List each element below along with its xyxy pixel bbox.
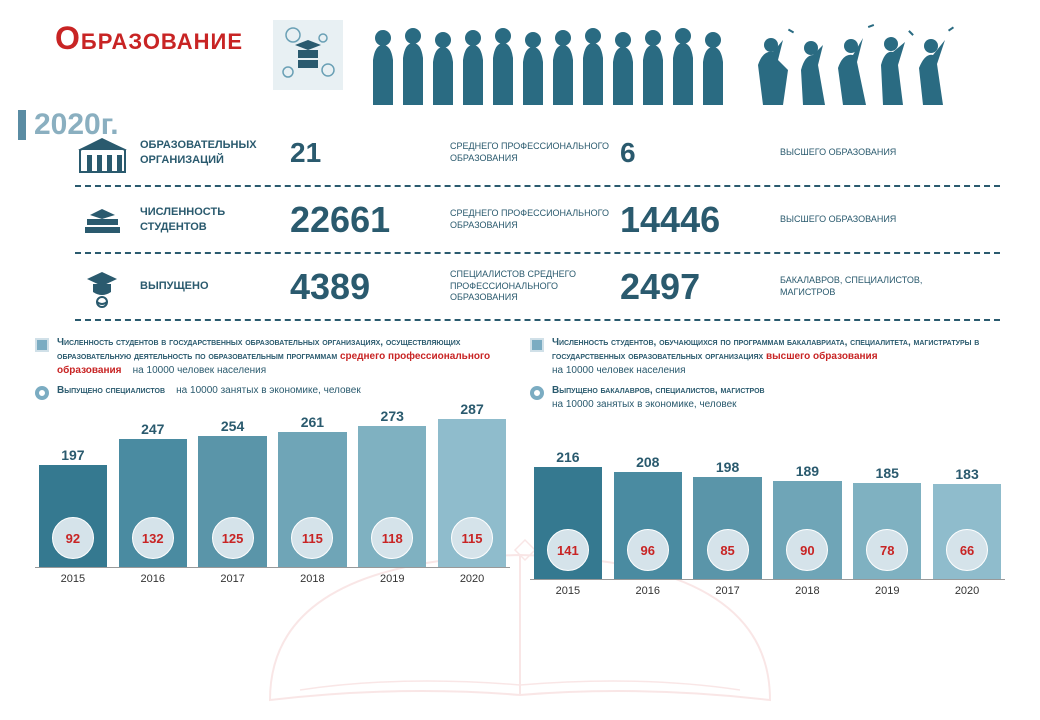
chart-right: Численность студентов, обучающихся по пр…: [530, 336, 1005, 605]
bar-value-label: 273: [358, 408, 426, 424]
bar-column: 208 96: [610, 420, 686, 579]
circle-value-badge: 132: [132, 517, 174, 559]
legend-square-icon: [530, 338, 544, 352]
stat-value-right: 2497: [620, 266, 770, 308]
bar-value-label: 261: [278, 414, 346, 430]
legend-text: Выпущено бакалавров, специалистов, магис…: [552, 384, 765, 412]
bar-value-label: 208: [614, 454, 682, 470]
stat-desc-left: СРЕДНЕГО ПРОФЕССИОНАЛЬНОГО ОБРАЗОВАНИЯ: [440, 208, 620, 231]
bar-column: 261 115: [274, 408, 350, 567]
axis-year-label: 2019: [354, 572, 430, 585]
legend-bar: Численность студентов в государственных …: [35, 336, 510, 378]
bar-value-label: 189: [773, 463, 841, 479]
axis-year-label: 2016: [610, 584, 686, 597]
axis-year-label: 2019: [849, 584, 925, 597]
circle-value-badge: 66: [946, 529, 988, 571]
circle-value-badge: 92: [52, 517, 94, 559]
legend-square-icon: [35, 338, 49, 352]
bar-column: 254 125: [195, 408, 271, 567]
bar-value-label: 287: [438, 401, 506, 417]
bar-value-label: 254: [198, 418, 266, 434]
legend-bar: Численность студентов, обучающихся по пр…: [530, 336, 1005, 378]
axis-year-label: 2017: [195, 572, 271, 585]
bar-column: 185 78: [849, 420, 925, 579]
axis-year-label: 2020: [434, 572, 510, 585]
bar-chart-left: 197 92 247 132 254 125 261 115 273 118 287115 2015 2…: [35, 408, 510, 593]
year-label: 2020г.: [18, 110, 119, 140]
circle-value-badge: 125: [212, 517, 254, 559]
charts-section: Численность студентов в государственных …: [0, 321, 1040, 605]
people-silhouette-icon: [363, 10, 963, 110]
books-icon: [75, 197, 130, 242]
circle-value-badge: 78: [866, 529, 908, 571]
bar-column: 197 92: [35, 408, 111, 567]
bar-column: 183 66: [929, 420, 1005, 579]
stat-value-left: 4389: [290, 266, 440, 308]
legend-circle-icon: [530, 386, 544, 400]
chart-left: Численность студентов в государственных …: [35, 336, 510, 605]
bar-value-label: 247: [119, 421, 187, 437]
stat-label: ВЫПУЩЕНО: [140, 279, 290, 293]
stat-row-orgs: ОБРАЗОВАТЕЛЬНЫХ ОРГАНИЗАЦИЙ 21 СРЕДНЕГО …: [75, 120, 1000, 187]
bar-column: 216 141: [530, 420, 606, 579]
stat-label: ЧИСЛЕННОСТЬ СТУДЕНТОВ: [140, 205, 290, 234]
circle-value-badge: 115: [291, 517, 333, 559]
legend-text: Численность студентов, обучающихся по пр…: [552, 336, 1005, 378]
stat-desc-right: БАКАЛАВРОВ, СПЕЦИАЛИСТОВ, МАГИСТРОВ: [770, 275, 950, 298]
legend-text: Численность студентов в государственных …: [57, 336, 510, 378]
bar-value-label: 198: [693, 459, 761, 475]
axis-year-label: 2020: [929, 584, 1005, 597]
education-icon: [273, 20, 343, 90]
bar-chart-right: 216 141 208 96 198 85 189 90 185 78 183 66 2015 2016 2…: [530, 420, 1005, 605]
legend-circle-icon: [35, 386, 49, 400]
page-title: Образование: [55, 20, 243, 57]
circle-value-badge: 85: [707, 529, 749, 571]
stat-desc-right: ВЫСШЕГО ОБРАЗОВАНИЯ: [770, 147, 950, 159]
stat-value-left: 22661: [290, 199, 440, 241]
stat-label: ОБРАЗОВАТЕЛЬНЫХ ОРГАНИЗАЦИЙ: [140, 138, 290, 167]
bar-column: 247 132: [115, 408, 191, 567]
stat-value-right: 14446: [620, 199, 770, 241]
axis-year-label: 2015: [35, 572, 111, 585]
bar-column: 198 85: [690, 420, 766, 579]
circle-value-badge: 96: [627, 529, 669, 571]
circle-value-badge: 115: [451, 517, 493, 559]
stat-desc-left: СПЕЦИАЛИСТОВ СРЕДНЕГО ПРОФЕССИОНАЛЬНОГО …: [440, 269, 620, 304]
axis-year-label: 2018: [274, 572, 350, 585]
circle-value-badge: 90: [786, 529, 828, 571]
bar-value-label: 185: [853, 465, 921, 481]
stat-desc-left: СРЕДНЕГО ПРОФЕССИОНАЛЬНОГО ОБРАЗОВАНИЯ: [440, 141, 620, 164]
bar-value-label: 183: [933, 466, 1001, 482]
header-graphic: [273, 20, 1040, 110]
graduate-icon: [75, 264, 130, 309]
bar-value-label: 216: [534, 449, 602, 465]
axis-year-label: 2016: [115, 572, 191, 585]
legend-circle: Выпущено специалистов на 10000 занятых в…: [35, 384, 510, 400]
axis-year-label: 2017: [690, 584, 766, 597]
bar-column: 189 90: [769, 420, 845, 579]
header: Образование: [0, 0, 1040, 110]
stat-value-left: 21: [290, 137, 440, 169]
stats-section: ОБРАЗОВАТЕЛЬНЫХ ОРГАНИЗАЦИЙ 21 СРЕДНЕГО …: [75, 120, 1000, 321]
stat-row-students: ЧИСЛЕННОСТЬ СТУДЕНТОВ 22661 СРЕДНЕГО ПРО…: [75, 187, 1000, 254]
circle-value-badge: 141: [547, 529, 589, 571]
stat-row-graduates: ВЫПУЩЕНО 4389 СПЕЦИАЛИСТОВ СРЕДНЕГО ПРОФ…: [75, 254, 1000, 321]
axis-year-label: 2015: [530, 584, 606, 597]
circle-value-badge: 118: [371, 517, 413, 559]
bar-value-label: 197: [39, 447, 107, 463]
legend-circle: Выпущено бакалавров, специалистов, магис…: [530, 384, 1005, 412]
bar-column: 273 118: [354, 408, 430, 567]
stat-value-right: 6: [620, 137, 770, 169]
bar-column: 287115: [434, 408, 510, 567]
axis-year-label: 2018: [769, 584, 845, 597]
stat-desc-right: ВЫСШЕГО ОБРАЗОВАНИЯ: [770, 214, 950, 226]
legend-text: Выпущено специалистов на 10000 занятых в…: [57, 384, 361, 398]
